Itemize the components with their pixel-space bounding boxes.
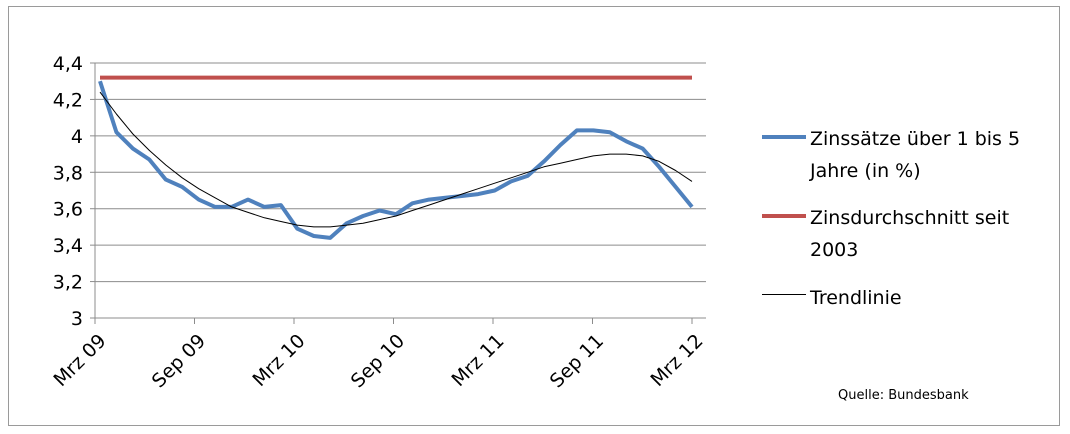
legend-item: Trendlinie [762, 282, 1062, 314]
series-line [98, 80, 694, 240]
x-tick-label: Sep 10 [347, 330, 409, 392]
y-tick-label: 3,2 [53, 272, 83, 294]
chart-frame [8, 6, 1060, 426]
legend-swatch [762, 135, 806, 139]
legend-item: Zinsdurchschnitt seit 2003 [762, 202, 1062, 266]
x-tick-label: Mrz 10 [248, 330, 309, 391]
legend-swatch [762, 294, 806, 295]
y-tick-label: 4,2 [53, 89, 83, 111]
y-tick-label: 3,8 [53, 162, 83, 184]
legend-swatch [762, 214, 806, 218]
y-tick-label: 4,4 [53, 53, 83, 75]
x-tick-label: Mrz 11 [447, 330, 508, 391]
y-tick-label: 4 [71, 126, 83, 148]
legend-item: Zinssätze über 1 bis 5 Jahre (in %) [762, 123, 1062, 187]
legend-label: Zinsdurchschnitt seit 2003 [810, 207, 1010, 261]
legend-label: Zinssätze über 1 bis 5 Jahre (in %) [810, 128, 1021, 182]
y-tick-label: 3,4 [53, 235, 83, 257]
y-tick-label: 3 [71, 308, 83, 330]
legend-label: Trendlinie [810, 287, 902, 309]
x-tick-label: Sep 11 [546, 330, 608, 392]
source-note: Quelle: Bundesbank [838, 388, 969, 403]
y-tick-label: 3,6 [53, 199, 83, 221]
x-tick-label: Mrz 09 [49, 330, 110, 391]
x-tick-label: Mrz 12 [646, 330, 707, 391]
series-line [99, 91, 693, 228]
x-tick-label: Sep 09 [148, 330, 210, 392]
